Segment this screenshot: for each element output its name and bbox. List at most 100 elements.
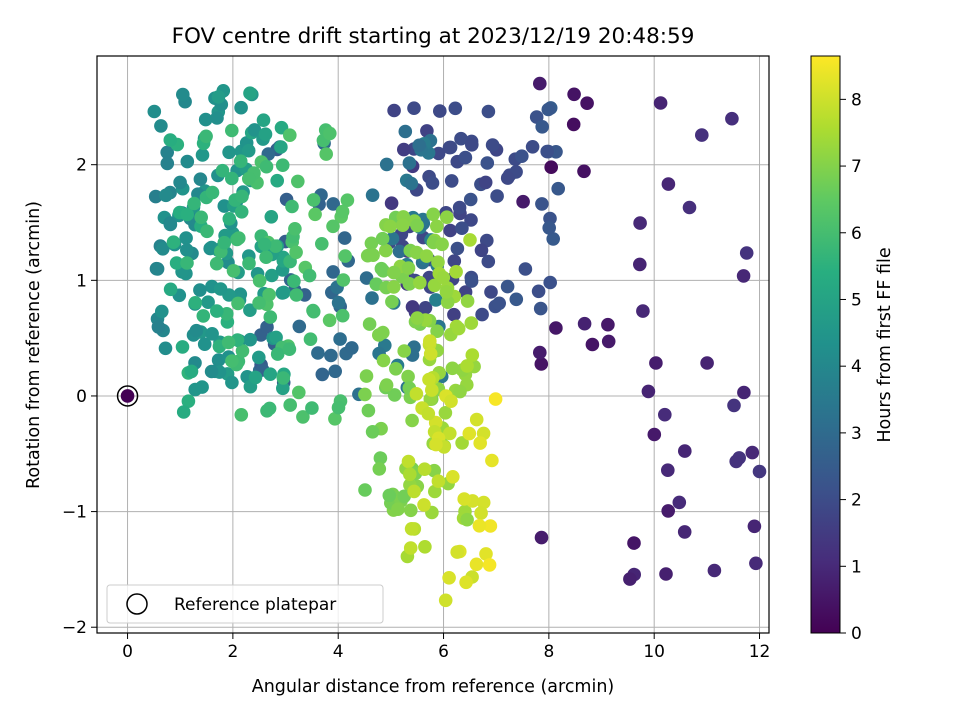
- scatter-point: [407, 101, 421, 115]
- legend-box: [106, 584, 384, 624]
- scatter-point: [460, 359, 474, 373]
- scatter-point: [404, 503, 418, 518]
- scatter-point: [222, 145, 236, 160]
- scatter-point: [395, 218, 410, 232]
- scatter-point: [541, 102, 556, 117]
- scatter-point: [302, 268, 317, 283]
- scatter-point: [515, 149, 529, 163]
- scatter-point: [695, 128, 709, 142]
- colorbar-tick-label: 6: [851, 224, 862, 244]
- scatter-point: [419, 249, 434, 263]
- colorbar: 0 1 2 3 4 5 6 7 8 Hours from first FF file: [810, 55, 895, 644]
- scatter-point: [451, 321, 466, 336]
- scatter-point: [180, 154, 195, 169]
- scatter-point: [430, 219, 444, 234]
- x-tick-label: 0: [122, 642, 133, 662]
- scatter-point: [169, 256, 184, 270]
- legend: Reference platepar: [106, 584, 384, 624]
- scatter-point: [361, 403, 376, 418]
- scatter-point: [288, 222, 302, 236]
- scatter-point: [189, 323, 204, 338]
- scatter-point: [200, 224, 214, 239]
- scatter-point: [326, 265, 340, 279]
- scatter-point: [328, 364, 343, 379]
- scatter-point: [264, 210, 279, 224]
- scatter-point: [204, 364, 219, 379]
- scatter-point: [359, 271, 374, 285]
- scatter-point: [682, 200, 697, 215]
- scatter-point: [453, 384, 467, 399]
- scatter-point: [160, 156, 175, 171]
- scatter-point: [747, 519, 762, 534]
- scatter-point: [481, 104, 496, 119]
- scatter-point: [518, 262, 533, 276]
- scatter-point: [306, 304, 321, 319]
- scatter-point: [322, 313, 337, 328]
- scatter-point: [259, 250, 273, 264]
- scatter-point: [418, 540, 432, 554]
- scatter-point: [661, 177, 676, 191]
- scatter-point: [231, 296, 245, 311]
- scatter-point: [464, 213, 478, 227]
- scatter-point: [311, 346, 325, 360]
- y-tick-label: 0: [76, 387, 87, 407]
- scatter-point: [201, 295, 215, 310]
- scatter-point: [326, 197, 341, 211]
- scatter-point: [672, 495, 687, 510]
- scatter-point: [725, 111, 739, 126]
- scatter-point: [385, 294, 399, 309]
- scatter-point: [476, 495, 491, 510]
- scatter-point: [469, 557, 484, 572]
- scatter-point: [459, 575, 473, 590]
- scatter-point: [658, 407, 672, 422]
- scatter-point: [242, 171, 256, 186]
- scatter-point: [366, 248, 380, 262]
- scatter-point: [601, 317, 615, 332]
- scatter-point: [405, 300, 420, 314]
- scatter-point: [623, 572, 637, 586]
- scatter-point: [659, 567, 673, 581]
- scatter-point: [661, 504, 675, 518]
- scatter-point: [485, 453, 499, 468]
- scatter-point: [373, 451, 388, 465]
- scatter-point: [535, 197, 549, 211]
- scatter-point: [270, 347, 285, 361]
- scatter-point: [410, 218, 424, 233]
- scatter-point: [270, 173, 285, 188]
- scatter-point: [292, 385, 306, 400]
- scatter-point: [737, 385, 751, 400]
- scatter-point: [196, 309, 211, 323]
- scatter-point: [163, 282, 178, 297]
- x-tick-label: 8: [543, 642, 554, 662]
- colorbar-tick-label: 7: [851, 157, 862, 177]
- scatter-point: [154, 119, 168, 133]
- scatter-point: [422, 372, 436, 387]
- scatter-point: [627, 536, 641, 550]
- plot-frame: [96, 55, 770, 634]
- scatter-point: [736, 269, 751, 283]
- scatter-points: [116, 76, 767, 608]
- scatter-point: [283, 398, 298, 412]
- x-tick-label: 6: [438, 642, 449, 662]
- scatter-point: [155, 304, 169, 319]
- colorbar-tick-label: 5: [851, 290, 862, 310]
- y-tick-label: 2: [76, 156, 87, 176]
- scatter-point: [195, 380, 209, 394]
- scatter-point: [225, 123, 239, 138]
- scatter-point: [551, 181, 565, 196]
- scatter-point: [147, 104, 162, 119]
- y-axis-ticks: −2 −1 0 1 2: [62, 156, 97, 638]
- scatter-point: [275, 158, 290, 172]
- scatter-point: [217, 199, 232, 213]
- scatter-point: [372, 462, 387, 476]
- scatter-point: [500, 171, 515, 185]
- scatter-point: [221, 335, 236, 350]
- scatter-point: [148, 189, 163, 204]
- scatter-point: [285, 199, 299, 214]
- scatter-point: [540, 144, 554, 159]
- scatter-point: [577, 316, 592, 331]
- scatter-point: [427, 278, 442, 293]
- scatter-point: [678, 444, 692, 458]
- colorbar-tick-label: 8: [851, 90, 862, 110]
- scatter-point: [525, 140, 540, 154]
